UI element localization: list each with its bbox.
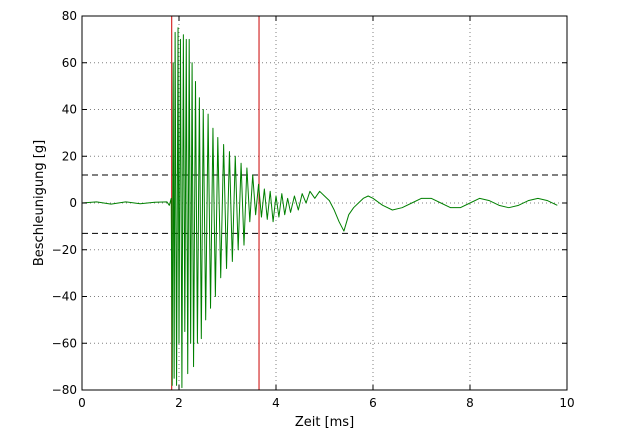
- x-tick-label: 2: [175, 396, 183, 410]
- y-tick-label: 40: [62, 103, 77, 117]
- y-tick-label: 80: [62, 9, 77, 23]
- y-tick-label: 20: [62, 149, 77, 163]
- y-tick-label: −20: [52, 243, 77, 257]
- reference-lines: [82, 16, 567, 390]
- grid-lines: [82, 16, 567, 390]
- y-axis-label: Beschleunigung [g]: [32, 140, 47, 266]
- y-tick-label: −80: [52, 383, 77, 397]
- x-tick-label: 6: [369, 396, 377, 410]
- series-group: [81, 27, 558, 389]
- y-tick-label: 0: [69, 196, 77, 210]
- x-axis-label: Zeit [ms]: [295, 415, 354, 430]
- x-tick-label: 4: [272, 396, 280, 410]
- x-tick-label: 0: [78, 396, 86, 410]
- y-tick-label: 60: [62, 56, 77, 70]
- series-line: [81, 27, 558, 389]
- y-tick-label: −60: [52, 336, 77, 350]
- x-tick-label: 8: [466, 396, 474, 410]
- x-tick-label: 10: [559, 396, 574, 410]
- axis-ticks: 0 2 4 6 8 10 −80 −60 −40 −20 0 20 40 60 80: [52, 9, 575, 410]
- y-tick-label: −40: [52, 290, 77, 304]
